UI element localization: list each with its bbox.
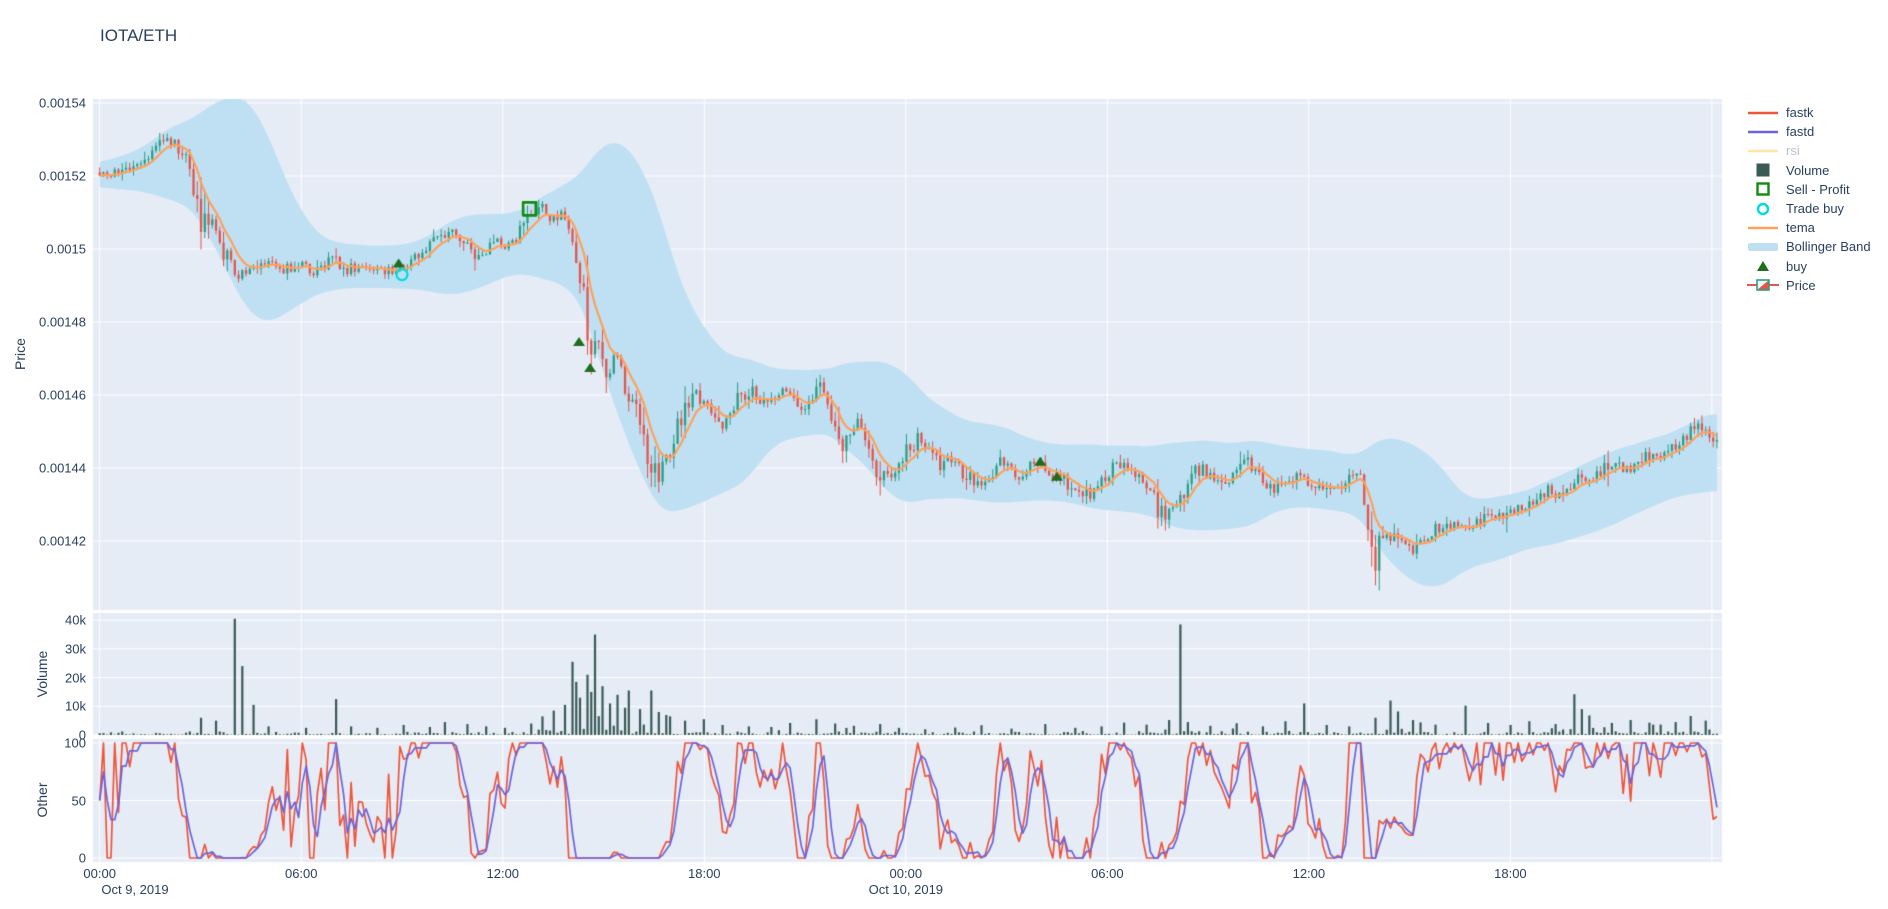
legend-item-label: Trade buy: [1786, 201, 1845, 217]
legend-item-bollinger-band[interactable]: Bollinger Band: [1745, 237, 1871, 256]
legend: fastk fastd rsi Volume Sell - Profit Trade bu…: [1745, 103, 1871, 295]
x-tick-label: 06:00: [1091, 866, 1124, 881]
legend-item-fastd[interactable]: fastd: [1745, 122, 1871, 141]
legend-swatch-icon: [1745, 125, 1781, 139]
legend-item-label: Bollinger Band: [1786, 239, 1871, 255]
legend-item-label: fastk: [1786, 105, 1814, 121]
legend-swatch-icon: [1745, 259, 1781, 273]
legend-item-label: rsi: [1786, 143, 1800, 159]
legend-item-buy[interactable]: buy: [1745, 257, 1871, 276]
legend-swatch-icon: [1745, 240, 1781, 254]
legend-swatch-icon: [1745, 221, 1781, 235]
price-axis-title: Price: [12, 338, 28, 370]
volume-tick-label: 0: [78, 727, 86, 743]
legend-item-volume[interactable]: Volume: [1745, 161, 1871, 180]
volume-tick-label: 40k: [65, 612, 86, 628]
volume-tick-label: 10k: [65, 698, 86, 714]
price-tick-label: 0.00146: [39, 387, 86, 403]
legend-swatch-icon: [1745, 278, 1781, 292]
legend-item-label: Volume: [1786, 162, 1830, 178]
legend-item-sell-profit[interactable]: Sell - Profit: [1745, 180, 1871, 199]
legend-item-tema[interactable]: tema: [1745, 218, 1871, 237]
x-tick-label: 18:00: [1494, 866, 1527, 881]
legend-item-rsi[interactable]: rsi: [1745, 141, 1871, 160]
legend-item-price[interactable]: Price: [1745, 276, 1871, 295]
other-tick-label: 100: [64, 735, 86, 751]
legend-item-trade-buy[interactable]: Trade buy: [1745, 199, 1871, 218]
price-tick-label: 0.00142: [39, 533, 86, 549]
legend-item-label: buy: [1786, 258, 1807, 274]
price-tick-label: 0.0015: [46, 241, 86, 257]
x-tick-label: 12:00: [486, 866, 520, 881]
legend-swatch-icon: [1745, 182, 1781, 197]
other-tick-label: 0: [78, 850, 86, 866]
x-date-label: Oct 9, 2019: [101, 882, 169, 897]
page-title: IOTA/ETH: [100, 26, 178, 45]
price-tick-label: 0.00144: [39, 460, 86, 476]
legend-item-label: tema: [1786, 220, 1815, 236]
legend-item-label: Sell - Profit: [1786, 181, 1850, 197]
x-date-label: Oct 10, 2019: [868, 882, 944, 897]
other-tick-label: 50: [71, 793, 86, 808]
legend-item-fastk[interactable]: fastk: [1745, 103, 1871, 122]
legend-swatch-icon: [1745, 202, 1781, 216]
price-tick-label: 0.00154: [39, 95, 86, 111]
x-tick-label: 00:00: [83, 866, 116, 881]
volume-tick-label: 20k: [65, 670, 86, 686]
legend-swatch-icon: [1745, 163, 1781, 177]
x-tick-label: 18:00: [688, 866, 721, 881]
x-tick-label: 00:00: [889, 866, 923, 881]
volume-tick-label: 30k: [65, 641, 86, 657]
legend-swatch-icon: [1745, 106, 1781, 120]
x-tick-label: 06:00: [284, 866, 318, 881]
legend-swatch-icon: [1745, 144, 1781, 158]
price-tick-label: 0.00152: [39, 168, 86, 184]
legend-item-label: fastd: [1786, 124, 1815, 140]
x-tick-label: 12:00: [1292, 866, 1326, 881]
legend-item-label: Price: [1786, 277, 1816, 293]
price-tick-label: 0.00148: [39, 314, 86, 330]
